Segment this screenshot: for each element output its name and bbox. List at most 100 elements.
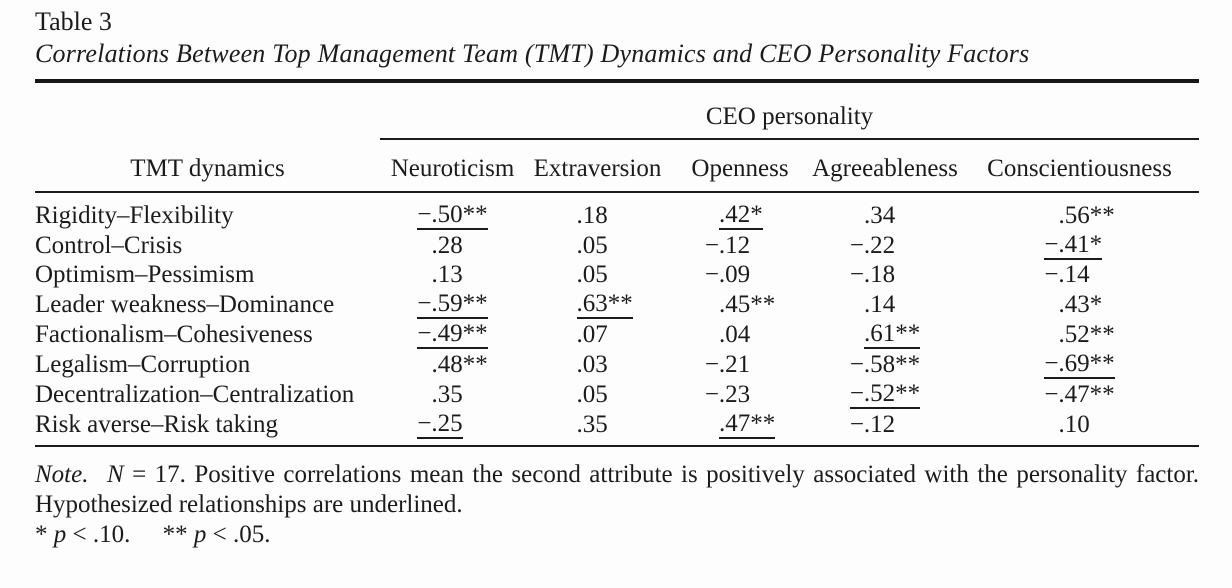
correlation-value: −.12: [849, 410, 896, 438]
correlation-value: −.52**: [849, 380, 921, 409]
correlation-cell: −.12: [810, 409, 960, 446]
correlation-value: −.12: [704, 231, 751, 259]
column-header-row: TMT dynamics Neuroticism Extraversion Op…: [35, 139, 1199, 193]
table-row: Rigidity–Flexibility −.50** .18 .42* .34…: [35, 192, 1199, 230]
correlation-cell: .63**: [525, 289, 670, 319]
correlation-value: .48**: [431, 350, 488, 378]
significance-line: * p < .10. ** p < .05.: [35, 520, 1199, 550]
col-header-neuroticism: Neuroticism: [380, 139, 525, 193]
correlation-cell: .10: [960, 409, 1199, 446]
correlation-value: −.22: [849, 231, 896, 259]
correlation-cell: −.12: [670, 230, 810, 260]
correlation-value: −.18: [849, 261, 896, 288]
correlation-cell: .43*: [960, 289, 1199, 319]
correlation-value: .13: [431, 261, 463, 288]
note-label: Note.: [35, 461, 89, 488]
sig1-stars: *: [35, 521, 48, 548]
correlation-cell: .56**: [960, 192, 1199, 230]
correlation-value: .35: [431, 380, 463, 408]
table-row: Legalism–Corruption .48** .03 −.21 −.58*…: [35, 349, 1199, 379]
correlation-cell: −.47**: [960, 379, 1199, 409]
sig1-p: p: [53, 521, 67, 548]
table-row: Leader weakness–Dominance −.59** .63** .…: [35, 289, 1199, 319]
correlation-cell: .04: [670, 319, 810, 349]
note-text: = 17. Positive correlations mean the sec…: [35, 461, 1200, 518]
correlation-cell: .03: [525, 349, 670, 379]
correlation-cell: −.14: [960, 260, 1199, 289]
correlation-cell: .05: [525, 260, 670, 289]
correlation-value: −.21: [704, 350, 751, 378]
table-row: Control–Crisis .28 .05 −.12 −.22 −.41*: [35, 230, 1199, 260]
correlation-value: .47**: [719, 410, 776, 439]
correlation-cell: .07: [525, 319, 670, 349]
row-label: Control–Crisis: [35, 231, 183, 259]
row-label: Legalism–Corruption: [35, 350, 251, 378]
correlation-cell: .05: [525, 379, 670, 409]
correlation-cell: −.58**: [810, 349, 960, 379]
correlation-cell: −.59**: [380, 289, 525, 319]
row-label: Leader weakness–Dominance: [35, 290, 335, 318]
top-rule: [35, 79, 1199, 83]
correlation-value: .42*: [719, 201, 763, 230]
correlation-value: −.58**: [849, 350, 921, 378]
correlation-cell: −.22: [810, 230, 960, 260]
table-number: Table 3: [35, 7, 112, 36]
stub-header: TMT dynamics: [35, 139, 380, 193]
correlation-value: −.50**: [417, 201, 488, 230]
correlation-cell: −.69**: [960, 349, 1199, 379]
correlation-cell: −.21: [670, 349, 810, 379]
correlation-cell: .34: [810, 192, 960, 230]
correlation-value: .18: [576, 201, 608, 229]
correlation-value: −.47**: [1044, 380, 1115, 408]
correlation-value: .34: [864, 201, 896, 229]
correlation-cell: .28: [380, 230, 525, 260]
correlation-value: .52**: [1058, 320, 1115, 348]
correlation-cell: .61**: [810, 319, 960, 349]
correlation-cell: −.25: [380, 409, 525, 446]
correlation-value: −.09: [704, 261, 751, 288]
correlation-value: −.23: [704, 380, 751, 408]
correlation-cell: .35: [380, 379, 525, 409]
correlation-cell: .52**: [960, 319, 1199, 349]
correlation-value: .35: [576, 410, 608, 438]
col-header-agreeableness: Agreeableness: [810, 139, 960, 193]
correlation-cell: −.50**: [380, 192, 525, 230]
footnote-body: Note. N = 17. Positive correlations mean…: [35, 460, 1199, 520]
correlation-cell: .48**: [380, 349, 525, 379]
sig2-threshold: < .05.: [212, 521, 271, 548]
row-label: Optimism–Pessimism: [35, 261, 255, 288]
correlation-cell: −.52**: [810, 379, 960, 409]
sig1-threshold: < .10.: [72, 521, 131, 548]
col-header-conscientiousness: Conscientiousness: [960, 139, 1199, 193]
correlation-value: −.25: [417, 410, 463, 439]
correlation-cell: .35: [525, 409, 670, 446]
correlation-cell: .14: [810, 289, 960, 319]
spanner-header: CEO personality: [380, 83, 1199, 140]
correlation-value: .05: [576, 380, 608, 408]
correlation-cell: .13: [380, 260, 525, 289]
correlation-value: .10: [1058, 410, 1090, 438]
correlation-value: .05: [576, 261, 608, 288]
correlation-value: .63**: [576, 290, 633, 319]
correlation-cell: −.09: [670, 260, 810, 289]
correlation-cell: −.18: [810, 260, 960, 289]
correlation-cell: .18: [525, 192, 670, 230]
table-row: Risk averse–Risk taking −.25 .35 .47** −…: [35, 409, 1199, 446]
col-header-openness: Openness: [670, 139, 810, 193]
col-header-extraversion: Extraversion: [525, 139, 670, 193]
table-footnote: Note. N = 17. Positive correlations mean…: [35, 460, 1199, 550]
correlation-value: .61**: [864, 320, 921, 349]
correlation-value: −.69**: [1044, 350, 1115, 379]
correlation-value: .03: [576, 350, 608, 378]
correlation-value: .56**: [1058, 201, 1115, 229]
correlation-value: −.41*: [1044, 231, 1103, 260]
correlation-cell: .42*: [670, 192, 810, 230]
n-symbol: N: [106, 461, 124, 488]
row-label: Rigidity–Flexibility: [35, 201, 234, 229]
correlation-value: .04: [719, 320, 751, 348]
correlation-cell: −.41*: [960, 230, 1199, 260]
sig2-stars: **: [162, 521, 188, 548]
table-row: Optimism–Pessimism .13 .05 −.09 −.18 −.1…: [35, 260, 1199, 289]
table-title: Correlations Between Top Management Team…: [35, 39, 1030, 68]
